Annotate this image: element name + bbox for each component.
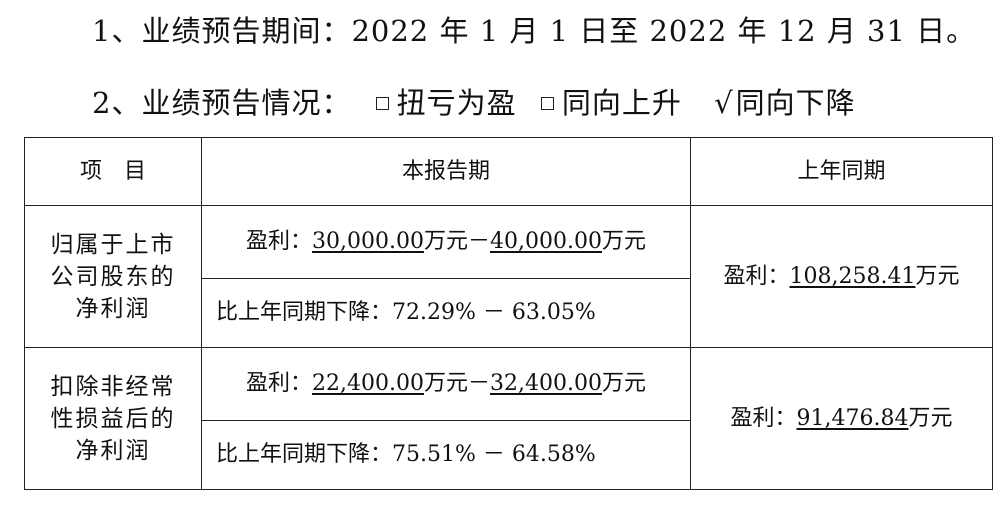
header-item: 项 目 — [24, 137, 202, 206]
profit-low-value: 30,000.00 — [312, 229, 424, 254]
table-row: 比上年同期下降：72.29% － 63.05% — [25, 278, 993, 348]
current-change: 比上年同期下降：72.29% － 63.05% — [201, 278, 691, 348]
prior-suffix: 万元 — [908, 405, 953, 431]
unchecked-box-icon — [375, 96, 389, 110]
profit-low-value: 22,400.00 — [312, 371, 424, 396]
profit-prefix: 盈利： — [246, 229, 313, 254]
forecast-period-prefix: 1、业绩预告期间： — [92, 14, 352, 48]
row-label-line: 归属于上市 — [50, 231, 176, 258]
forecast-period-text: 2022 年 1 月 1 日至 2022 年 12 月 31 日。 — [351, 14, 977, 48]
forecast-table: 项 目 本报告期 上年同期 归属于上市 公司股东的 净利润 盈利：30,000.… — [24, 137, 993, 490]
profit-prefix: 盈利： — [246, 371, 313, 396]
prior-prefix: 盈利： — [723, 263, 790, 289]
prior-profit: 盈利：91,476.84万元 — [690, 347, 993, 490]
table-row: 扣除非经常 性损益后的 净利润 盈利：22,400.00万元－32,400.00… — [24, 347, 993, 490]
row-label-line: 净利润 — [75, 295, 151, 322]
header-prior-period: 上年同期 — [690, 137, 993, 206]
row-label-adjusted-net-profit: 扣除非经常 性损益后的 净利润 — [24, 347, 202, 490]
check-mark-icon: √ — [714, 86, 734, 120]
profit-high-value: 40,000.00 — [490, 229, 602, 254]
forecast-type-prefix: 2、业绩预告情况： — [92, 86, 352, 120]
current-profit-range: 盈利：30,000.00万元－40,000.00万元 — [201, 205, 691, 279]
option-increase-label: 同向上升 — [561, 86, 682, 120]
header-current-period: 本报告期 — [201, 137, 691, 206]
prior-prefix: 盈利： — [730, 405, 797, 431]
row-label-net-profit: 归属于上市 公司股东的 净利润 — [24, 205, 202, 348]
profit-mid-text: 万元－ — [423, 371, 490, 396]
profit-suffix: 万元 — [601, 371, 646, 396]
profit-mid-text: 万元－ — [423, 229, 490, 254]
forecast-period-line: 1、业绩预告期间：2022 年 1 月 1 日至 2022 年 12 月 31 … — [92, 8, 1000, 50]
profit-suffix: 万元 — [601, 229, 646, 254]
prior-value: 108,258.41 — [789, 263, 916, 289]
row-label-line: 性损益后的 — [50, 405, 176, 432]
option-turnaround-label: 扭亏为盈 — [396, 86, 517, 120]
forecast-type-line: 2、业绩预告情况： 扭亏为盈 同向上升 √同向下降 — [92, 80, 1000, 122]
table-header-row: 项 目 本报告期 上年同期 — [24, 137, 993, 206]
option-turnaround: 扭亏为盈 — [375, 86, 517, 120]
profit-high-value: 32,400.00 — [490, 371, 602, 396]
table-row: 归属于上市 公司股东的 净利润 盈利：30,000.00万元－40,000.00… — [24, 205, 993, 348]
unchecked-box-icon — [540, 96, 554, 110]
table-row: 比上年同期下降：75.51% － 64.58% — [25, 420, 993, 490]
row-label-line: 扣除非经常 — [50, 373, 176, 400]
option-increase: 同向上升 — [540, 86, 682, 120]
current-profit-range: 盈利：22,400.00万元－32,400.00万元 — [201, 347, 691, 421]
prior-suffix: 万元 — [915, 263, 960, 289]
current-change: 比上年同期下降：75.51% － 64.58% — [201, 420, 691, 490]
prior-value: 91,476.84 — [796, 405, 909, 431]
option-decrease-label: 同向下降 — [735, 86, 856, 120]
row-label-line: 公司股东的 — [50, 263, 176, 290]
prior-profit: 盈利：108,258.41万元 — [690, 205, 993, 348]
row-label-line: 净利润 — [75, 437, 151, 464]
